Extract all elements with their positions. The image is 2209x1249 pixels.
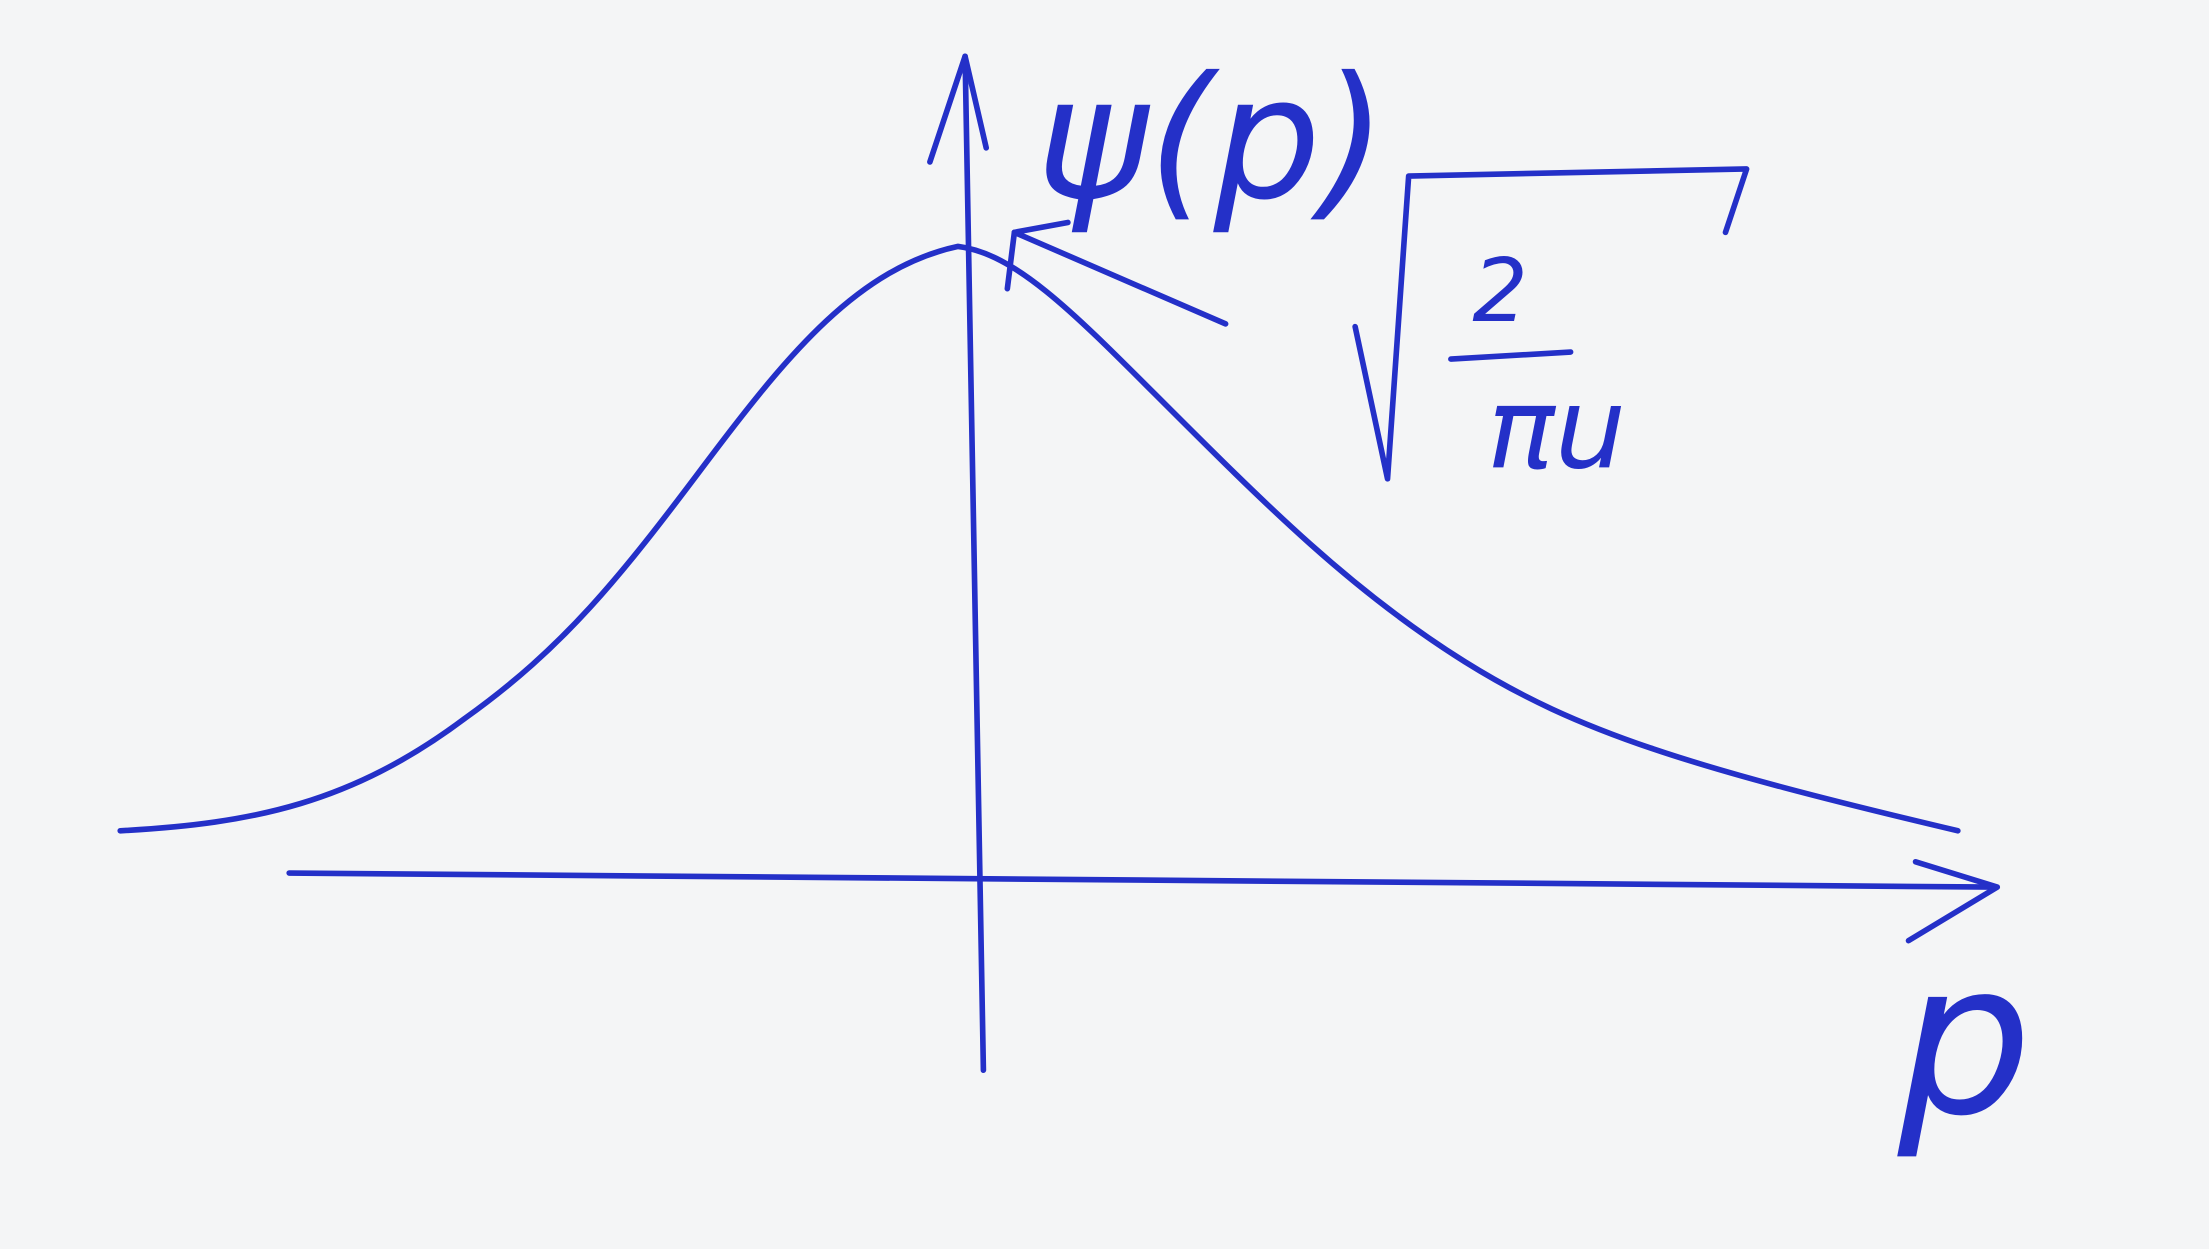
numerator: 2 <box>1472 240 1528 342</box>
curve <box>117 243 1961 834</box>
annotation-arrowhead <box>1004 219 1071 292</box>
y-axis-label: ψ(p) <box>1036 40 1387 237</box>
denominator: πu <box>1487 362 1626 494</box>
annotation-arrow <box>1011 229 1229 327</box>
x-axis-arrow <box>1905 858 2001 944</box>
x-axis-label: p <box>1897 916 2032 1162</box>
x-axis <box>286 870 1996 890</box>
y-axis-arrow <box>927 53 990 165</box>
y-axis <box>962 53 987 1073</box>
fraction-bar <box>1448 349 1574 362</box>
sqrt-sign <box>1352 166 1750 482</box>
